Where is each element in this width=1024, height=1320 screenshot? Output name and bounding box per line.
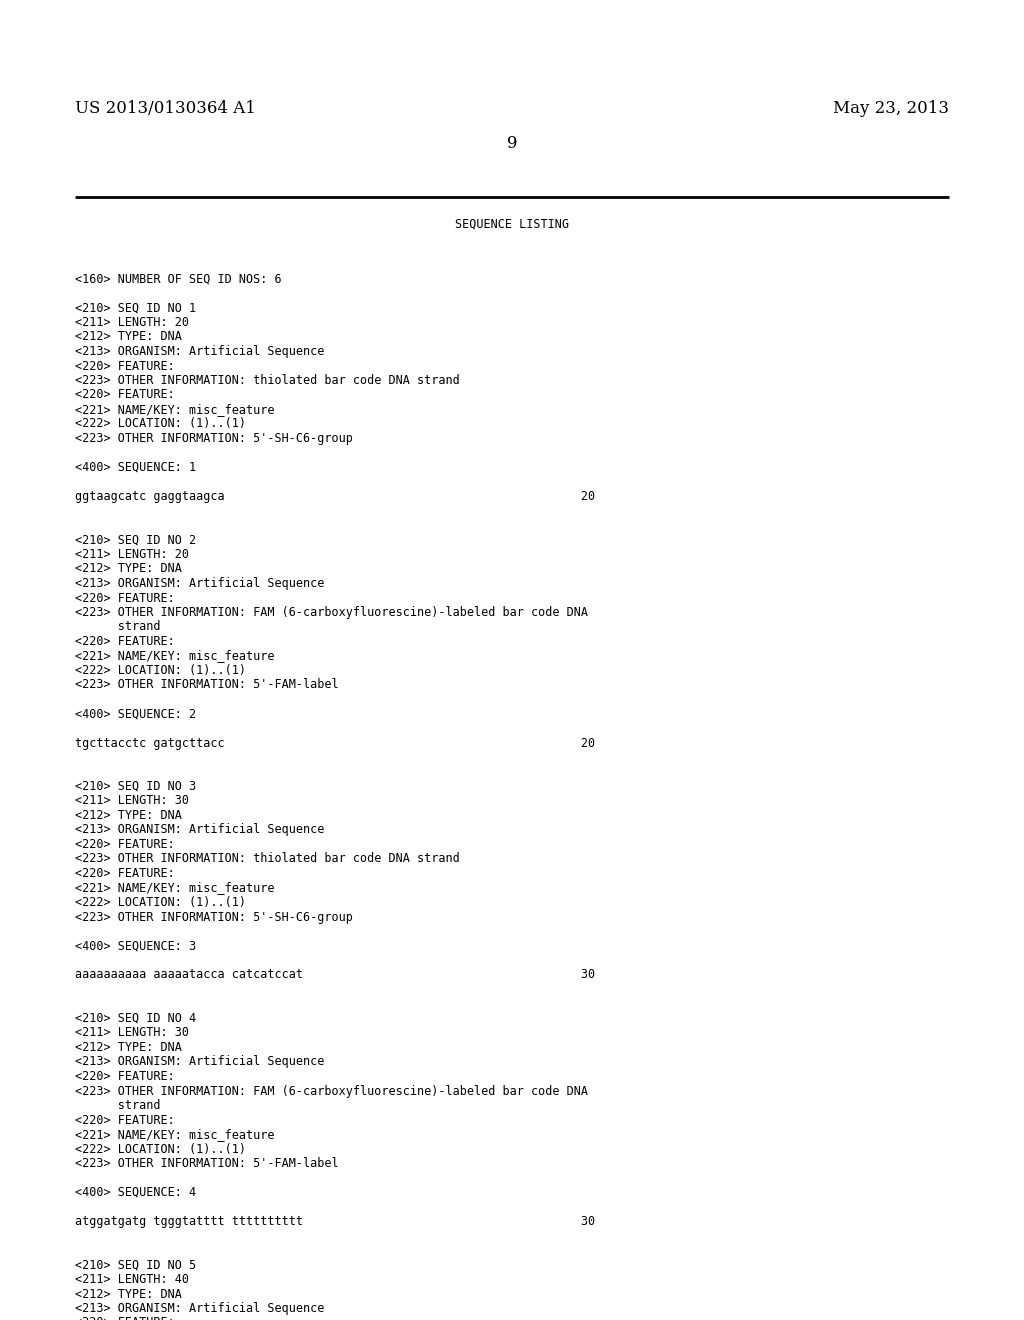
Text: <400> SEQUENCE: 4: <400> SEQUENCE: 4: [75, 1185, 197, 1199]
Text: <213> ORGANISM: Artificial Sequence: <213> ORGANISM: Artificial Sequence: [75, 824, 325, 837]
Text: <221> NAME/KEY: misc_feature: <221> NAME/KEY: misc_feature: [75, 882, 274, 895]
Text: <210> SEQ ID NO 4: <210> SEQ ID NO 4: [75, 1012, 197, 1026]
Text: <211> LENGTH: 30: <211> LENGTH: 30: [75, 795, 189, 808]
Text: <220> FEATURE:: <220> FEATURE:: [75, 388, 175, 401]
Text: <210> SEQ ID NO 5: <210> SEQ ID NO 5: [75, 1258, 197, 1271]
Text: ggtaagcatc gaggtaagca                                                  20: ggtaagcatc gaggtaagca 20: [75, 490, 595, 503]
Text: aaaaaaaaaa aaaaatacca catcatccat                                       30: aaaaaaaaaa aaaaatacca catcatccat 30: [75, 969, 595, 982]
Text: atggatgatg tgggtatttt tttttttttt                                       30: atggatgatg tgggtatttt tttttttttt 30: [75, 1214, 595, 1228]
Text: <220> FEATURE:: <220> FEATURE:: [75, 1071, 175, 1082]
Text: strand: strand: [75, 620, 161, 634]
Text: <220> FEATURE:: <220> FEATURE:: [75, 359, 175, 372]
Text: <223> OTHER INFORMATION: 5'-FAM-label: <223> OTHER INFORMATION: 5'-FAM-label: [75, 678, 339, 692]
Text: <400> SEQUENCE: 3: <400> SEQUENCE: 3: [75, 940, 197, 953]
Text: <222> LOCATION: (1)..(1): <222> LOCATION: (1)..(1): [75, 896, 246, 909]
Text: <220> FEATURE:: <220> FEATURE:: [75, 635, 175, 648]
Text: <400> SEQUENCE: 1: <400> SEQUENCE: 1: [75, 461, 197, 474]
Text: <213> ORGANISM: Artificial Sequence: <213> ORGANISM: Artificial Sequence: [75, 345, 325, 358]
Text: <212> TYPE: DNA: <212> TYPE: DNA: [75, 809, 182, 822]
Text: <220> FEATURE:: <220> FEATURE:: [75, 867, 175, 880]
Text: <210> SEQ ID NO 3: <210> SEQ ID NO 3: [75, 780, 197, 793]
Text: <210> SEQ ID NO 2: <210> SEQ ID NO 2: [75, 533, 197, 546]
Text: <222> LOCATION: (1)..(1): <222> LOCATION: (1)..(1): [75, 417, 246, 430]
Text: <223> OTHER INFORMATION: 5'-SH-C6-group: <223> OTHER INFORMATION: 5'-SH-C6-group: [75, 911, 353, 924]
Text: <160> NUMBER OF SEQ ID NOS: 6: <160> NUMBER OF SEQ ID NOS: 6: [75, 272, 282, 285]
Text: <211> LENGTH: 20: <211> LENGTH: 20: [75, 548, 189, 561]
Text: 9: 9: [507, 135, 517, 152]
Text: <222> LOCATION: (1)..(1): <222> LOCATION: (1)..(1): [75, 1143, 246, 1155]
Text: <400> SEQUENCE: 2: <400> SEQUENCE: 2: [75, 708, 197, 721]
Text: <213> ORGANISM: Artificial Sequence: <213> ORGANISM: Artificial Sequence: [75, 1056, 325, 1068]
Text: <210> SEQ ID NO 1: <210> SEQ ID NO 1: [75, 301, 197, 314]
Text: <221> NAME/KEY: misc_feature: <221> NAME/KEY: misc_feature: [75, 1129, 274, 1140]
Text: <220> FEATURE:: <220> FEATURE:: [75, 838, 175, 851]
Text: <220> FEATURE:: <220> FEATURE:: [75, 1316, 175, 1320]
Text: <221> NAME/KEY: misc_feature: <221> NAME/KEY: misc_feature: [75, 649, 274, 663]
Text: tgcttacctc gatgcttacc                                                  20: tgcttacctc gatgcttacc 20: [75, 737, 595, 750]
Text: <213> ORGANISM: Artificial Sequence: <213> ORGANISM: Artificial Sequence: [75, 1302, 325, 1315]
Text: <223> OTHER INFORMATION: 5'-SH-C6-group: <223> OTHER INFORMATION: 5'-SH-C6-group: [75, 432, 353, 445]
Text: <223> OTHER INFORMATION: 5'-FAM-label: <223> OTHER INFORMATION: 5'-FAM-label: [75, 1158, 339, 1170]
Text: <211> LENGTH: 40: <211> LENGTH: 40: [75, 1272, 189, 1286]
Text: <221> NAME/KEY: misc_feature: <221> NAME/KEY: misc_feature: [75, 403, 274, 416]
Text: <223> OTHER INFORMATION: FAM (6-carboxyfluorescine)-labeled bar code DNA: <223> OTHER INFORMATION: FAM (6-carboxyf…: [75, 1085, 588, 1097]
Text: <211> LENGTH: 30: <211> LENGTH: 30: [75, 1027, 189, 1040]
Text: US 2013/0130364 A1: US 2013/0130364 A1: [75, 100, 256, 117]
Text: <212> TYPE: DNA: <212> TYPE: DNA: [75, 1041, 182, 1053]
Text: <213> ORGANISM: Artificial Sequence: <213> ORGANISM: Artificial Sequence: [75, 577, 325, 590]
Text: May 23, 2013: May 23, 2013: [833, 100, 949, 117]
Text: <223> OTHER INFORMATION: FAM (6-carboxyfluorescine)-labeled bar code DNA: <223> OTHER INFORMATION: FAM (6-carboxyf…: [75, 606, 588, 619]
Text: <212> TYPE: DNA: <212> TYPE: DNA: [75, 562, 182, 576]
Text: <211> LENGTH: 20: <211> LENGTH: 20: [75, 315, 189, 329]
Text: <220> FEATURE:: <220> FEATURE:: [75, 1114, 175, 1126]
Text: <222> LOCATION: (1)..(1): <222> LOCATION: (1)..(1): [75, 664, 246, 677]
Text: <220> FEATURE:: <220> FEATURE:: [75, 591, 175, 605]
Text: <212> TYPE: DNA: <212> TYPE: DNA: [75, 1287, 182, 1300]
Text: <223> OTHER INFORMATION: thiolated bar code DNA strand: <223> OTHER INFORMATION: thiolated bar c…: [75, 374, 460, 387]
Text: <223> OTHER INFORMATION: thiolated bar code DNA strand: <223> OTHER INFORMATION: thiolated bar c…: [75, 853, 460, 866]
Text: strand: strand: [75, 1100, 161, 1111]
Text: SEQUENCE LISTING: SEQUENCE LISTING: [455, 218, 569, 231]
Text: <212> TYPE: DNA: <212> TYPE: DNA: [75, 330, 182, 343]
